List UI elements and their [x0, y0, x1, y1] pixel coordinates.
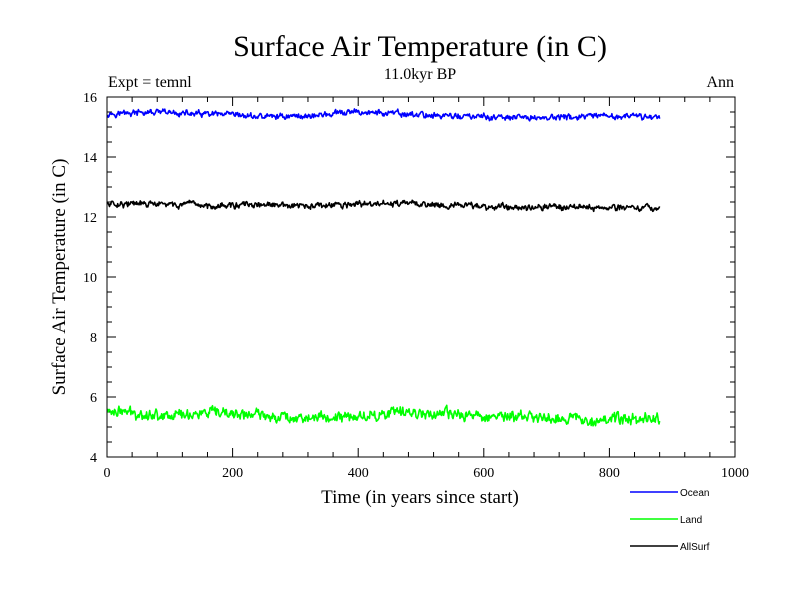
y-tick-label: 8	[90, 331, 97, 346]
chart-title: Surface Air Temperature (in C)	[233, 30, 607, 63]
period-label: Ann	[706, 74, 734, 91]
y-tick-label: 16	[83, 91, 97, 106]
series-line-allsurf	[106, 199, 661, 213]
x-tick-label: 400	[348, 466, 369, 481]
tick-labels: 0 200 400 600 800 1000 4 6 8 10 12 14 16	[83, 91, 749, 481]
y-axis-label: Surface Air Temperature (in C)	[49, 159, 70, 396]
y-tick-label: 4	[90, 451, 97, 466]
y-tick-label: 10	[83, 271, 97, 286]
y-tick-label: 14	[83, 151, 97, 166]
plot-frame	[106, 96, 736, 458]
x-axis-label: Time (in years since start)	[321, 487, 519, 508]
x-tick-label: 0	[104, 466, 111, 481]
legend-label-land: Land	[680, 515, 702, 526]
axis-ticks	[106, 96, 736, 458]
x-tick-label: 200	[222, 466, 243, 481]
experiment-label: Expt = temnl	[108, 74, 192, 91]
y-tick-label: 6	[90, 391, 97, 406]
x-tick-label: 1000	[721, 466, 749, 481]
legend-label-ocean: Ocean	[680, 488, 709, 499]
x-tick-label: 600	[473, 466, 494, 481]
series-layer	[106, 108, 661, 427]
series-line-ocean	[106, 108, 661, 122]
legend-label-allsurf: AllSurf	[680, 542, 710, 553]
y-tick-label: 12	[83, 211, 97, 226]
legend: Ocean Land AllSurf	[630, 488, 710, 553]
chart-subtitle: 11.0kyr BP	[384, 66, 456, 83]
x-tick-label: 800	[599, 466, 620, 481]
series-line-land	[106, 404, 661, 427]
